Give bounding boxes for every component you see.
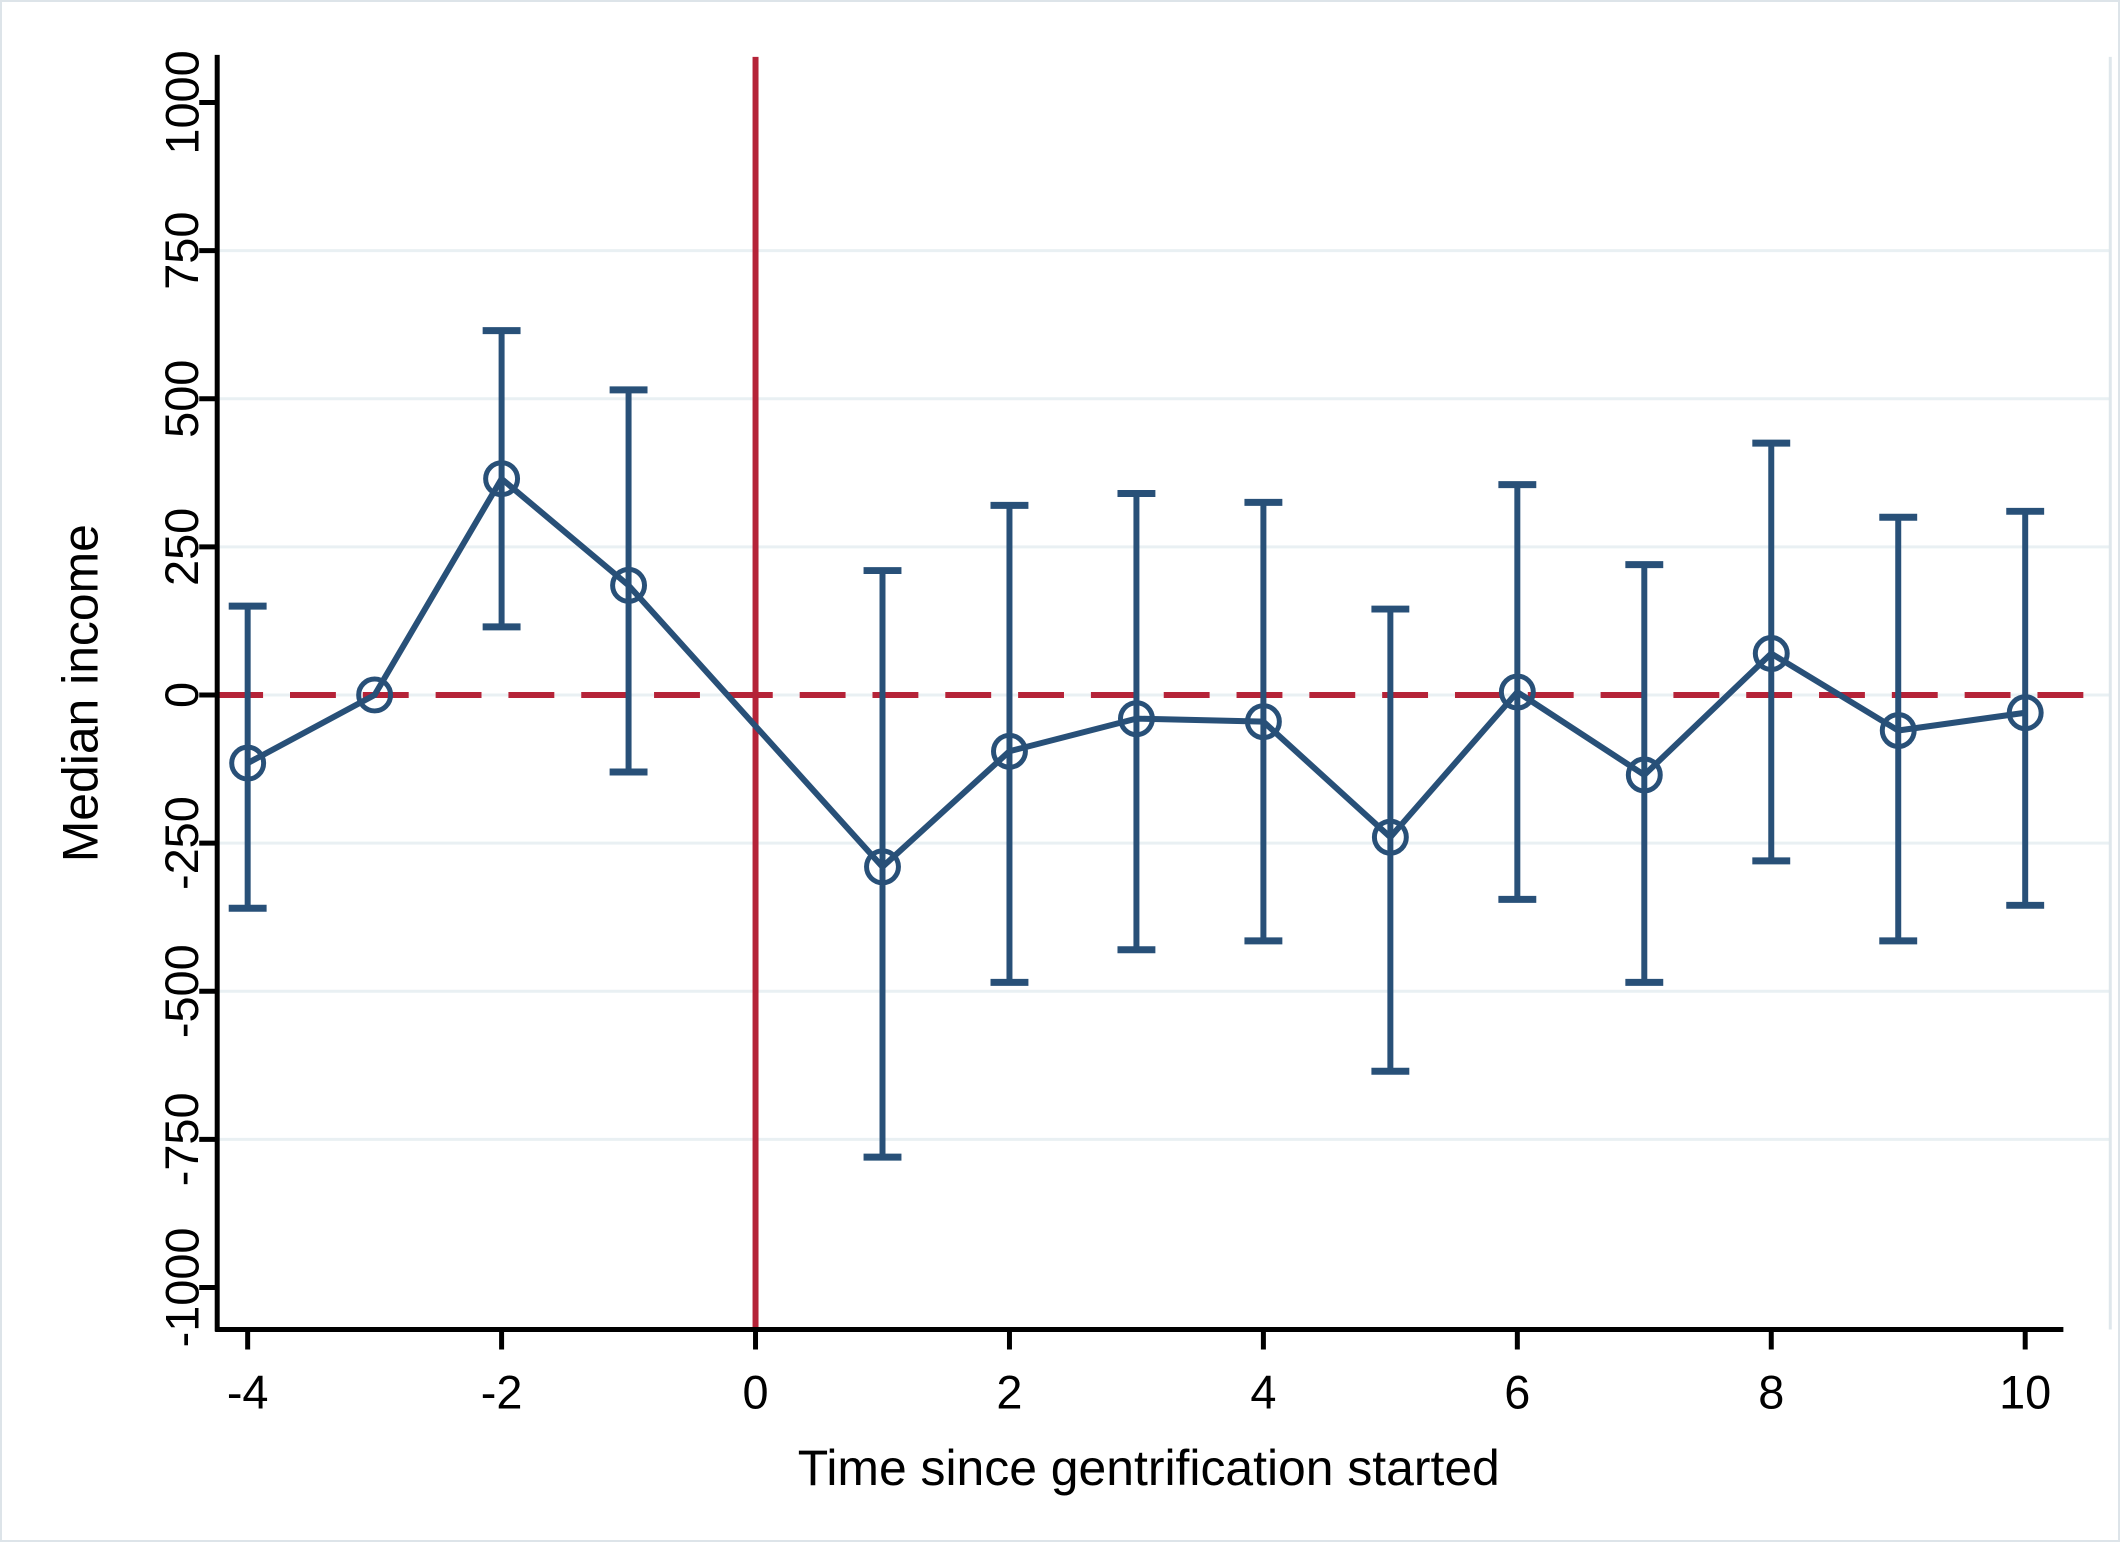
x-tick-label: 6 <box>1504 1366 1530 1418</box>
series-line <box>246 474 2026 872</box>
y-tick-label: 1000 <box>156 50 208 154</box>
y-tick-label: -500 <box>156 944 208 1038</box>
data-point-marker <box>229 744 267 782</box>
data-point-marker <box>1879 712 1917 749</box>
y-tick-label: -1000 <box>156 1228 208 1348</box>
data-point-marker <box>864 848 901 886</box>
x-tick-label: 0 <box>743 1366 769 1418</box>
data-point-marker <box>1117 700 1155 738</box>
data-point-marker <box>1244 703 1282 741</box>
data-point-marker <box>1625 756 1663 794</box>
y-tick-label: 750 <box>156 212 208 290</box>
y-tick-label: 0 <box>156 682 208 708</box>
x-tick-label: 10 <box>1999 1366 2051 1418</box>
x-tick-label: -2 <box>481 1366 523 1418</box>
y-tick-label: -750 <box>156 1092 208 1186</box>
data-point-marker <box>483 460 521 498</box>
x-tick-label: 8 <box>1758 1366 1784 1418</box>
data-point-marker <box>1371 818 1409 856</box>
x-tick-label: 2 <box>996 1366 1022 1418</box>
y-axis-title: Median income <box>53 524 109 862</box>
x-tick-label: -4 <box>227 1366 269 1418</box>
data-point-marker <box>1498 673 1536 711</box>
y-tick-label: -250 <box>156 796 208 890</box>
x-axis-title: Time since gentrification started <box>798 1440 1500 1496</box>
data-point-marker <box>1752 635 1790 672</box>
y-tick-label: 500 <box>156 360 208 438</box>
data-point-marker <box>356 676 394 714</box>
x-tick-label: 4 <box>1250 1366 1276 1418</box>
data-point-marker <box>610 566 648 604</box>
y-tick-label: 250 <box>156 508 208 586</box>
data-point-marker <box>991 732 1028 770</box>
data-point-marker <box>2006 694 2044 732</box>
